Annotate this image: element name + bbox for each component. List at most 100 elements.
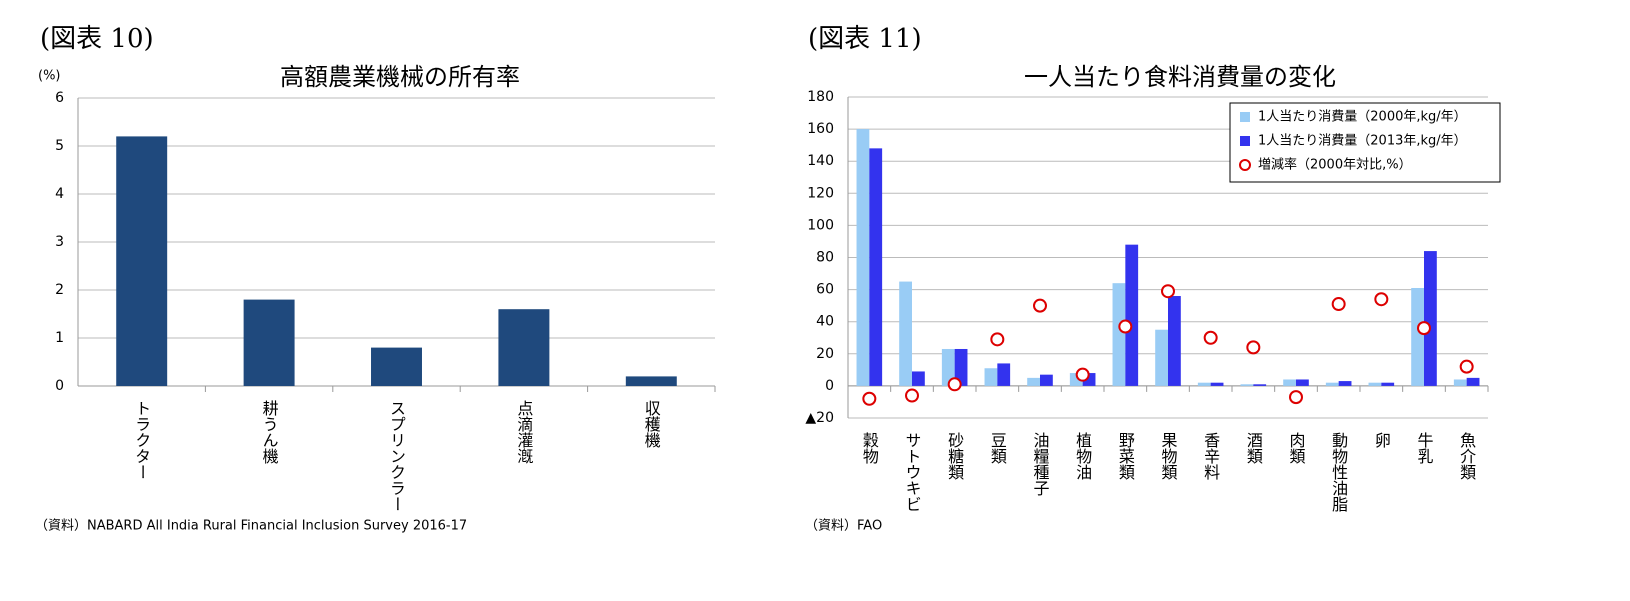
bar (1112, 283, 1126, 386)
bar (1283, 379, 1296, 386)
x-tick-label: 砂糖類 (945, 432, 964, 480)
y-tick-label: 100 (807, 217, 834, 233)
legend-marker (1239, 159, 1251, 171)
rate-point (1161, 284, 1175, 299)
x-tick-label: 卵 (1372, 432, 1391, 448)
bar (1424, 251, 1437, 386)
x-tick-label: 収穫機 (642, 400, 661, 449)
x-tick-label: 点滴灌漑 (514, 400, 533, 464)
chart-title: 一人当たり食料消費量の変化 (1024, 63, 1336, 91)
x-tick-label: 植物油 (1073, 432, 1092, 480)
rate-point (1459, 359, 1474, 374)
rate-point (990, 332, 1005, 347)
y-tick-label: 2 (55, 282, 64, 298)
x-tick-label: 油糧種子 (1031, 432, 1050, 496)
x-tick-label: 豆類 (988, 432, 1007, 464)
y-tick-label: 0 (55, 378, 64, 394)
rate-point (947, 377, 962, 392)
bar (1411, 287, 1424, 386)
bar (1381, 382, 1395, 386)
legend-label: 1人当たり消費量（2000年,kg/年） (1258, 110, 1467, 125)
rate-point (1417, 321, 1431, 336)
bar (912, 371, 925, 386)
bar (1325, 382, 1339, 386)
y-tick-label: 60 (816, 282, 834, 298)
y-tick-label: 160 (807, 121, 834, 137)
legend-marker (1240, 112, 1250, 122)
bar (1368, 382, 1382, 386)
y-tick-label: 0 (825, 378, 834, 394)
bar (856, 129, 870, 386)
rate-point (1203, 330, 1218, 345)
x-tick-label: 牛乳 (1415, 432, 1434, 464)
bar (1338, 381, 1352, 386)
x-tick-label: サトウキビ (903, 432, 922, 512)
y-tick-label: 5 (55, 138, 64, 154)
rate-point (905, 388, 919, 403)
rate-point (1033, 298, 1047, 313)
bar (941, 348, 955, 386)
y-tick-label: 3 (55, 234, 64, 250)
legend-marker (1240, 136, 1250, 146)
source: （資料）NABARD All India Rural Financial Inc… (35, 519, 467, 534)
bar (1466, 377, 1480, 386)
y-tick-label: 6 (55, 90, 64, 106)
x-tick-label: 酒類 (1244, 432, 1263, 464)
x-tick-label: 魚介類 (1457, 432, 1476, 480)
bar (1040, 374, 1053, 386)
figure-label: (図表 11) (808, 24, 922, 54)
rate-point (862, 391, 877, 406)
legend-label: 増減率（2000年対比,%） (1258, 157, 1412, 173)
x-tick-label: 動物性油脂 (1329, 432, 1348, 513)
rate-point (1118, 319, 1133, 334)
bar (116, 136, 168, 386)
y-tick-label: 140 (807, 153, 834, 169)
figure-label: (図表 10) (40, 24, 154, 54)
y-tick-label: 1 (55, 330, 64, 346)
bar (1155, 329, 1168, 386)
bar (1453, 379, 1467, 386)
y-tick-label: 4 (55, 186, 64, 202)
bar (1168, 296, 1181, 386)
rate-point (1374, 292, 1389, 307)
bar (498, 309, 550, 386)
x-tick-label: 穀物 (860, 432, 879, 465)
bar (371, 347, 422, 386)
x-tick-label: トラクター (132, 400, 151, 480)
x-tick-label: スプリンクラー (387, 400, 406, 512)
bar (954, 348, 968, 386)
bar (899, 281, 912, 386)
x-tick-label: 肉類 (1287, 432, 1306, 464)
bar (1240, 384, 1254, 386)
y-unit: (%) (38, 69, 61, 84)
bar (1210, 382, 1224, 386)
x-tick-label: 果物類 (1159, 432, 1178, 480)
rate-point (1246, 340, 1261, 355)
legend-box (1229, 102, 1501, 183)
rate-point (1331, 297, 1346, 312)
bar (243, 299, 295, 386)
legend-label: 1人当たり消費量（2013年,kg/年） (1258, 134, 1467, 149)
bar (997, 363, 1011, 386)
y-tick-label: 120 (807, 185, 834, 201)
bar (625, 376, 677, 386)
bar (1027, 377, 1040, 386)
y-tick-label: 180 (807, 89, 834, 105)
rate-point (1289, 390, 1303, 405)
x-tick-label: 耕うん機 (260, 400, 279, 465)
bar (1296, 379, 1309, 386)
bar (1197, 382, 1211, 386)
bar (984, 368, 998, 386)
y-tick-label: ▲20 (805, 410, 834, 426)
bar (1125, 244, 1139, 386)
x-tick-label: 野菜類 (1116, 432, 1135, 480)
bar (869, 148, 883, 386)
y-tick-label: 80 (816, 250, 834, 266)
y-tick-label: 20 (816, 346, 834, 362)
source: （資料）FAO (805, 519, 882, 534)
chart-title: 高額農業機械の所有率 (280, 63, 520, 91)
bar (1253, 384, 1267, 386)
rate-point (1075, 367, 1090, 382)
x-tick-label: 香辛料 (1201, 432, 1220, 480)
